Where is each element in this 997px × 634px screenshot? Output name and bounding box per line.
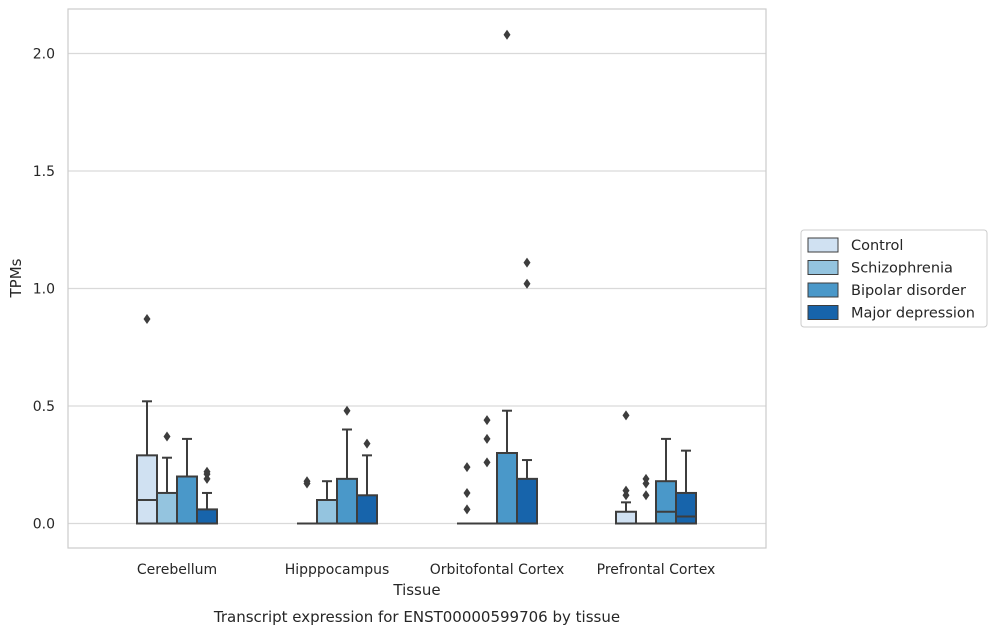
box-body xyxy=(615,510,637,525)
box-body xyxy=(136,454,158,525)
outlier-point xyxy=(463,487,471,498)
legend-frame xyxy=(800,229,988,328)
y-tick-label: 0.0 xyxy=(33,517,55,533)
x-axis-ticks: Cerebellum Hipppocampus Orbitofontal Corte… xyxy=(137,562,715,578)
x-axis-label: Tissue xyxy=(392,581,440,599)
box-bipolar-disorder xyxy=(336,405,358,525)
box-major-depression xyxy=(196,466,218,525)
legend: Control Schizophrenia Bipolar disorder Majo… xyxy=(800,229,988,328)
box-control xyxy=(297,476,317,525)
outlier-point xyxy=(483,433,491,444)
box-major-depression xyxy=(675,449,697,525)
x-tick-label: Prefrontal Cortex xyxy=(597,562,716,578)
outlier-point xyxy=(622,410,630,421)
box-body xyxy=(496,452,518,525)
box-control xyxy=(615,410,637,525)
legend-swatch xyxy=(807,260,839,275)
box-body xyxy=(655,480,677,525)
y-tick-label: 1.5 xyxy=(33,164,55,180)
legend-swatch xyxy=(807,282,839,298)
boxes-layer xyxy=(136,29,697,525)
outlier-point xyxy=(463,504,471,515)
box-schizophrenia xyxy=(156,431,178,525)
x-tick-label: Cerebellum xyxy=(137,562,217,578)
outlier-point xyxy=(523,257,531,268)
x-tick-label: Hipppocampus xyxy=(285,562,390,578)
box-schizophrenia xyxy=(477,415,497,525)
outlier-point xyxy=(483,415,491,426)
box-bipolar-disorder xyxy=(176,437,198,525)
outlier-point xyxy=(303,476,311,487)
box-body xyxy=(356,494,378,525)
box-body xyxy=(516,477,538,525)
outlier-point xyxy=(523,278,531,289)
outlier-point xyxy=(503,29,511,40)
box-major-depression xyxy=(516,257,538,525)
legend-label: Bipolar disorder xyxy=(851,283,966,299)
box-body xyxy=(675,491,697,525)
x-tick-label: Orbitofontal Cortex xyxy=(430,562,565,578)
box-body xyxy=(156,491,178,525)
plot-frame xyxy=(67,8,767,549)
outlier-point xyxy=(483,457,491,468)
outlier-point xyxy=(143,314,151,325)
box-bipolar-disorder xyxy=(496,29,518,525)
y-axis-label: TPMs xyxy=(7,258,25,298)
box-body xyxy=(336,477,358,525)
outlier-point xyxy=(642,473,650,484)
legend-label: Major depression xyxy=(851,306,975,322)
gridlines xyxy=(68,52,766,525)
legend-swatch xyxy=(807,237,839,253)
box-major-depression xyxy=(356,438,378,525)
legend-swatch xyxy=(807,305,839,320)
outlier-point xyxy=(622,485,630,496)
outlier-point xyxy=(642,490,650,501)
y-tick-label: 0.5 xyxy=(33,399,55,415)
box-schizophrenia xyxy=(636,473,656,525)
outlier-point xyxy=(363,438,371,449)
box-schizophrenia xyxy=(316,480,338,525)
outlier-point xyxy=(163,431,171,442)
box-body xyxy=(196,508,218,525)
chart-caption: Transcript expression for ENST0000059970… xyxy=(213,608,620,626)
box-control xyxy=(136,314,158,525)
outlier-point xyxy=(343,405,351,416)
box-body xyxy=(176,475,198,525)
y-axis-ticks: 0.0 0.5 1.0 1.5 2.0 xyxy=(33,47,55,533)
box-body xyxy=(316,499,338,525)
outlier-point xyxy=(203,466,211,477)
outlier-point xyxy=(463,462,471,473)
legend-label: Control xyxy=(851,238,903,254)
legend-label: Schizophrenia xyxy=(851,261,953,277)
y-tick-label: 1.0 xyxy=(33,282,55,298)
box-control xyxy=(457,462,477,525)
box-bipolar-disorder xyxy=(655,437,677,525)
y-tick-label: 2.0 xyxy=(33,47,55,63)
